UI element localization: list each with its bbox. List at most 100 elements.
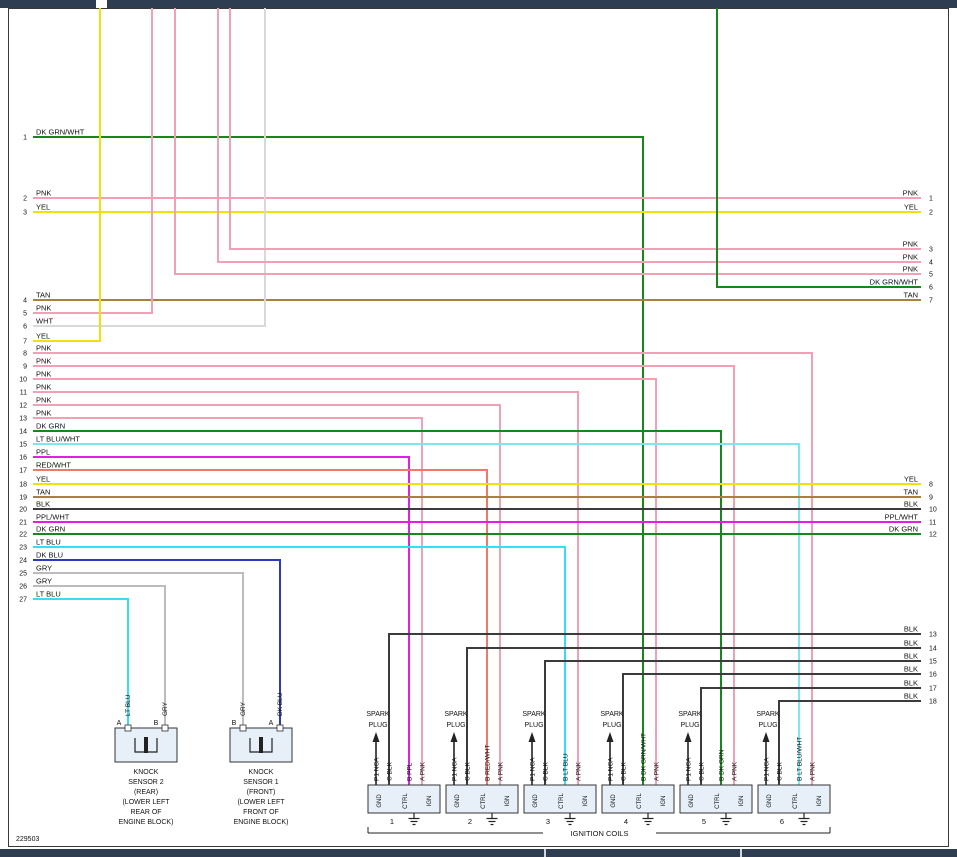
left-terminal-number: 8 <box>23 351 27 358</box>
coil-pin-label: A PNK <box>654 761 661 781</box>
diagram-id: 229503 <box>16 836 39 843</box>
coil-pin-label: C BLK <box>465 762 472 781</box>
spark-plug-arrow-icon <box>450 732 458 742</box>
coil-pin-label: B DK GRN/WHT <box>641 733 648 781</box>
spark-plug-label: SPARK <box>756 711 780 718</box>
ignition-coil-6: GND CTRL IGN SPARK PLUG P1 NCA C BLK B LT BLU/W… <box>756 711 831 826</box>
left-terminal-wire-color: PNK <box>36 396 51 405</box>
right-terminal-wire-color: PNK <box>903 253 918 262</box>
left-terminal-wire-color: PNK <box>36 357 51 366</box>
left-terminal-wire-color: DK BLU <box>36 551 63 560</box>
coil-internal-label: GND <box>455 794 461 808</box>
spark-plug-label: SPARK <box>366 711 390 718</box>
right-terminal-number: 12 <box>929 532 937 539</box>
coil-pin-label: A PNK <box>498 761 505 781</box>
left-terminal-number: 27 <box>19 597 27 604</box>
left-terminal-number: 19 <box>19 495 27 502</box>
wire-lt-blu <box>33 598 129 725</box>
spark-plug-arrow-icon <box>762 732 770 742</box>
left-terminal-number: 7 <box>23 339 27 346</box>
sensor-pin-wire-color: LT BLU <box>125 694 132 716</box>
knock-sensor-name-line: REAR OF <box>130 809 161 816</box>
right-terminal-number: 10 <box>929 507 937 514</box>
coil-pin-label: C BLK <box>543 762 550 781</box>
spark-plug-arrow-icon <box>684 732 692 742</box>
right-terminal-number: 16 <box>929 672 937 679</box>
coil-internal-label: GND <box>377 794 383 808</box>
left-terminal-wire-color: BLK <box>36 500 50 509</box>
coil-number: 1 <box>390 817 394 826</box>
left-terminal-number: 11 <box>20 390 27 397</box>
spark-plug-label: SPARK <box>522 711 546 718</box>
spark-plug-label: PLUG <box>602 722 621 729</box>
ignition-coil-5: GND CTRL IGN SPARK PLUG P1 NCA C BLK B DK GRN A … <box>678 711 753 826</box>
wire-pnk <box>33 404 501 785</box>
left-terminal-wire-color: TAN <box>36 291 50 300</box>
spark-plug-label: SPARK <box>678 711 702 718</box>
coil-pin-label: C BLK <box>621 762 628 781</box>
knock-sensor-name-line: (LOWER LEFT <box>122 799 170 806</box>
left-terminal-number: 16 <box>19 455 27 462</box>
left-terminal-wire-color: YEL <box>36 475 50 484</box>
left-terminal-wire-color: RED/WHT <box>36 461 71 470</box>
wire-lt-blu-wht <box>33 443 800 785</box>
ignition-coil-3: GND CTRL IGN SPARK PLUG P1 NCA C BLK B LT BLU A … <box>522 711 597 826</box>
wire-blk <box>466 647 921 785</box>
left-terminal-number: 25 <box>19 571 27 578</box>
wire-blk <box>544 660 921 785</box>
left-terminal-number: 10 <box>19 377 27 384</box>
sensor-pin-letter: A <box>269 720 274 727</box>
wire-ppl <box>33 456 410 785</box>
right-terminal-wire-color: TAN <box>904 291 918 300</box>
left-terminal-number: 5 <box>23 311 27 318</box>
spark-plug-label: PLUG <box>680 722 699 729</box>
left-terminal-number: 22 <box>19 532 27 539</box>
right-terminal-wire-color: DK GRN/WHT <box>870 278 919 287</box>
left-terminal-wire-color: LT BLU <box>36 538 61 547</box>
left-terminal-wire-color: PNK <box>36 383 51 392</box>
top-chrome-bar <box>0 0 957 8</box>
left-terminal-wire-color: PNK <box>36 344 51 353</box>
coil-internal-label: IGN <box>739 796 745 807</box>
right-terminal-number: 15 <box>929 659 937 666</box>
left-terminal-number: 20 <box>19 507 27 514</box>
coil-pin-label: A PNK <box>732 761 739 781</box>
coil-number: 6 <box>780 817 784 826</box>
left-terminal-number: 9 <box>23 364 27 371</box>
spark-plug-arrow-icon <box>528 732 536 742</box>
left-terminal-number: 26 <box>19 584 27 591</box>
left-terminal-wire-color: WHT <box>36 317 53 326</box>
knock-sensor-box <box>229 727 293 763</box>
coil-pin-label: A PNK <box>420 761 427 781</box>
coil-pin-label: C BLK <box>387 762 394 781</box>
wire-dk-grn <box>33 430 722 785</box>
left-terminal-number: 13 <box>19 416 27 423</box>
right-terminal-number: 18 <box>929 699 937 706</box>
knock-sensor-name-line: (LOWER LEFT <box>237 799 285 806</box>
right-terminal-number: 13 <box>929 632 937 639</box>
wire-pnk <box>33 8 153 314</box>
coil-pin-label: C BLK <box>777 762 784 781</box>
left-terminal-wire-color: PNK <box>36 409 51 418</box>
left-terminal-wire-color: PPL/WHT <box>36 513 70 522</box>
left-terminal-wire-color: YEL <box>36 203 50 212</box>
knock-sensor-name-line: KNOCK <box>134 769 159 776</box>
knock-sensor-name-line: ENGINE BLOCK) <box>234 819 289 826</box>
right-terminal-wire-color: BLK <box>904 500 918 509</box>
wire-dk-grn-wht <box>33 136 644 785</box>
coil-pin-label: A PNK <box>810 761 817 781</box>
spark-plug-arrow-icon <box>372 732 380 742</box>
spark-plug-label: PLUG <box>368 722 387 729</box>
right-terminal-number: 6 <box>929 285 933 292</box>
sensor-pin-letter: A <box>117 720 122 727</box>
left-terminal-wire-color: TAN <box>36 488 50 497</box>
coil-number: 4 <box>624 817 628 826</box>
coil-pin-label: P1 NCA <box>608 757 615 781</box>
wire-dk-grn-wht <box>716 8 921 288</box>
left-terminal-wire-color: LT BLU <box>36 590 61 599</box>
right-terminal-wire-color: PNK <box>903 240 918 249</box>
coil-internal-label: GND <box>767 794 773 808</box>
